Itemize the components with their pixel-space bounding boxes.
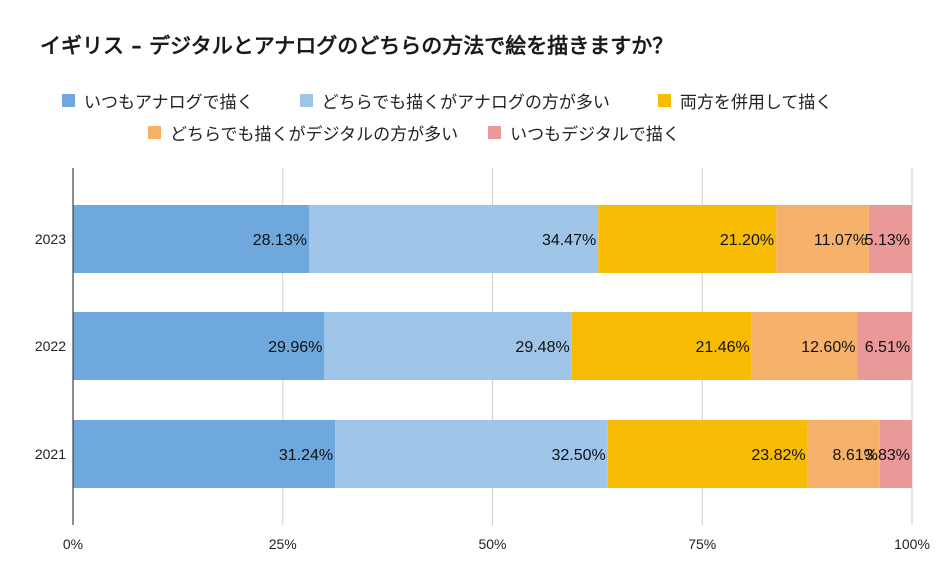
- data-label: 21.20%: [720, 232, 774, 249]
- x-tick-label: 50%: [478, 536, 506, 552]
- legend-item-both: 両方を併用して描く: [657, 88, 833, 113]
- data-label: 11.07%: [814, 232, 867, 249]
- legend-item-mostly-analog: どちらでも描くがアナログの方が多い: [299, 88, 610, 113]
- data-label: 3.83%: [865, 447, 910, 464]
- bar-segment: [571, 312, 752, 380]
- bar-segment: [73, 205, 310, 273]
- data-label: 29.96%: [268, 339, 322, 356]
- x-tick-label: 0%: [63, 536, 83, 552]
- y-category-label: 2023: [35, 231, 66, 247]
- y-category-label: 2022: [35, 338, 66, 354]
- legend-item-always-digital: いつもデジタルで描く: [488, 120, 680, 145]
- legend-swatch: [657, 94, 671, 107]
- bar-segment: [598, 205, 777, 273]
- data-label: 31.24%: [279, 447, 333, 464]
- legend-swatch: [299, 94, 313, 107]
- data-label: 28.13%: [253, 232, 307, 249]
- bar-segment: [751, 312, 858, 380]
- legend-item-mostly-digital: どちらでも描くがデジタルの方が多い: [148, 120, 458, 145]
- x-tick-label: 25%: [269, 536, 297, 552]
- legend-label: いつもアナログで描く: [84, 93, 254, 113]
- data-label: 29.48%: [515, 339, 569, 356]
- legend-item-always-analog: いつもアナログで描く: [62, 88, 254, 113]
- data-label: 6.51%: [865, 339, 910, 356]
- x-tick-label: 100%: [894, 536, 930, 552]
- data-label: 5.13%: [865, 232, 910, 249]
- bar-segment: [776, 205, 869, 273]
- legend-row-1: いつもアナログで描く どちらでも描くがアナログの方が多い 両方を併用して描く: [62, 88, 832, 113]
- data-label: 32.50%: [552, 447, 606, 464]
- chart-title: イギリス – デジタルとアナログのどちらの方法で絵を描きますか？: [40, 34, 674, 58]
- bar-segment: [857, 312, 913, 380]
- x-tick-label: 75%: [688, 536, 716, 552]
- data-label: 21.46%: [695, 339, 749, 356]
- legend-swatch: [488, 126, 502, 139]
- legend-swatch: [62, 94, 75, 107]
- legend-label: どちらでも描くがアナログの方が多い: [321, 93, 610, 113]
- bar-segment: [73, 420, 336, 488]
- bar-segment: [879, 420, 912, 488]
- data-label: 8.61%: [832, 447, 877, 464]
- data-label: 23.82%: [751, 447, 805, 464]
- y-category-label: 2021: [35, 446, 66, 462]
- bar-segment: [324, 312, 572, 380]
- data-label: 34.47%: [542, 232, 596, 249]
- bar-segment: [807, 420, 880, 488]
- bar-segment: [73, 312, 325, 380]
- legend-swatch: [148, 126, 161, 139]
- legend-label: どちらでも描くがデジタルの方が多い: [170, 125, 459, 145]
- legend-row-2: どちらでも描くがデジタルの方が多い いつもデジタルで描く: [148, 120, 680, 145]
- bar-segment: [309, 205, 599, 273]
- bar-segment: [607, 420, 808, 488]
- data-label: 12.60%: [801, 339, 855, 356]
- bar-segment: [868, 205, 912, 273]
- legend-label: いつもデジタルで描く: [510, 125, 680, 145]
- legend-label: 両方を併用して描く: [679, 93, 833, 113]
- bar-segment: [335, 420, 608, 488]
